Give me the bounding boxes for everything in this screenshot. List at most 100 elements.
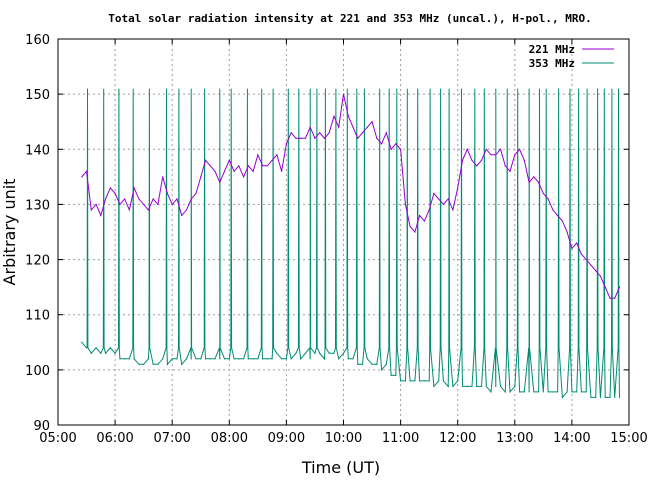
x-tick-label: 05:00 [39, 431, 76, 446]
data-point-353mhz [419, 380, 421, 382]
y-axis-label: Arbitrary unit [0, 179, 19, 286]
data-point-221mhz [595, 270, 597, 272]
data-point-221mhz [166, 192, 169, 194]
legend-label-221mhz: 221 MHz [529, 43, 575, 56]
y-tick-label: 130 [25, 198, 50, 213]
data-point-221mhz [495, 154, 497, 156]
data-point-221mhz [304, 137, 307, 139]
data-point-221mhz [195, 192, 197, 194]
data-point-353mhz [100, 352, 102, 354]
x-tick-label: 10:00 [325, 431, 362, 446]
data-point-221mhz [271, 159, 273, 161]
data-point-353mhz [557, 391, 559, 393]
data-point-353mhz [109, 347, 111, 349]
data-point-353mhz [480, 385, 483, 387]
data-point-353mhz [347, 358, 349, 360]
data-point-353mhz [238, 358, 240, 360]
x-tick-label: 12:00 [439, 431, 476, 446]
data-point-353mhz [85, 347, 88, 349]
data-point-353mhz [195, 358, 197, 360]
data-point-221mhz [509, 170, 511, 172]
data-point-353mhz [528, 391, 530, 393]
data-point-221mhz [185, 209, 188, 211]
data-point-353mhz [285, 358, 287, 360]
data-point-221mhz [219, 181, 221, 183]
data-point-353mhz [185, 358, 188, 360]
data-point-221mhz [542, 192, 544, 194]
data-point-353mhz [90, 352, 92, 354]
y-tick-label: 150 [25, 88, 50, 103]
data-point-353mhz [252, 358, 254, 360]
data-point-353mhz [143, 363, 145, 365]
data-point-221mhz [447, 198, 449, 200]
data-point-221mhz [504, 165, 506, 167]
data-point-353mhz [495, 385, 497, 387]
data-point-353mhz [352, 358, 354, 360]
y-tick-label: 140 [25, 143, 50, 158]
series-line-353mhz [81, 88, 620, 399]
data-point-221mhz [333, 115, 335, 117]
data-point-221mhz [604, 286, 606, 288]
data-point-221mhz [266, 165, 268, 167]
data-point-221mhz [100, 214, 102, 217]
data-point-221mhz [257, 154, 259, 156]
data-point-221mhz [537, 181, 540, 183]
data-point-353mhz [604, 396, 606, 399]
x-tick-label: 11:00 [382, 431, 419, 446]
data-point-221mhz [152, 198, 154, 200]
legend: 221 MHz 353 MHz [529, 43, 614, 70]
data-point-221mhz [433, 192, 435, 194]
data-point-353mhz [233, 358, 235, 360]
data-point-353mhz [257, 358, 259, 360]
data-point-353mhz [585, 391, 587, 393]
data-point-353mhz [304, 352, 307, 354]
data-point-353mhz [338, 358, 340, 360]
data-point-221mhz [300, 137, 302, 139]
x-tick-label: 08:00 [211, 431, 248, 446]
data-point-353mhz [433, 385, 435, 387]
data-point-221mhz [281, 170, 283, 172]
data-point-353mhz [466, 385, 468, 387]
data-point-221mhz [252, 170, 254, 172]
data-point-353mhz [376, 363, 378, 365]
data-point-221mhz [552, 209, 554, 211]
data-point-353mhz [423, 380, 425, 382]
data-point-353mhz [162, 358, 164, 360]
data-point-353mhz [409, 380, 411, 382]
data-point-353mhz [447, 385, 449, 387]
data-point-353mhz [490, 391, 492, 393]
data-point-221mhz [328, 132, 330, 134]
data-point-221mhz [480, 159, 483, 161]
data-point-353mhz [166, 363, 169, 365]
data-point-221mhz [590, 264, 592, 266]
data-point-353mhz [561, 396, 563, 399]
data-point-353mhz [95, 347, 97, 349]
data-point-221mhz [157, 203, 159, 206]
data-point-221mhz [104, 198, 107, 200]
data-point-221mhz [614, 297, 616, 299]
data-point-353mhz [295, 352, 297, 354]
data-point-353mhz [514, 385, 516, 387]
data-point-221mhz [109, 187, 111, 189]
data-point-221mhz [181, 214, 183, 217]
legend-label-353mhz: 353 MHz [529, 57, 575, 70]
y-tick-label: 110 [25, 309, 50, 324]
data-point-221mhz [85, 170, 88, 172]
data-point-353mhz [333, 352, 335, 354]
data-point-221mhz [390, 148, 392, 150]
data-point-221mhz [262, 165, 264, 167]
data-point-353mhz [404, 380, 406, 382]
data-point-353mhz [499, 385, 502, 387]
data-point-221mhz [609, 297, 611, 299]
series-layer [81, 88, 621, 399]
data-point-353mhz [104, 352, 107, 354]
data-point-353mhz [357, 363, 359, 365]
data-point-221mhz [119, 203, 121, 206]
data-point-221mhz [190, 198, 192, 200]
data-point-221mhz [290, 132, 292, 134]
data-point-221mhz [452, 209, 454, 211]
data-point-221mhz [380, 143, 383, 145]
data-point-353mhz [361, 363, 364, 365]
data-point-221mhz [514, 154, 516, 156]
data-point-221mhz [395, 143, 397, 145]
